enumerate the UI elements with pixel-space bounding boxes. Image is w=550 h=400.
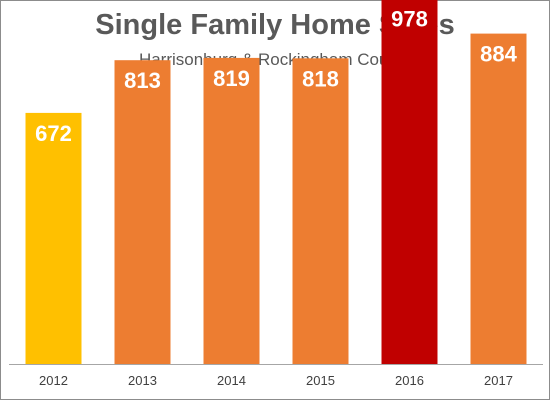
bar-2014	[203, 57, 260, 365]
bar-2012	[25, 112, 82, 365]
x-tick-label-2014: 2014	[217, 373, 246, 388]
x-tick-label-2013: 2013	[128, 373, 157, 388]
x-tick-label-group: 2012 2013 2014 2015 2016 2017	[39, 373, 513, 388]
value-label-2017: 884	[480, 42, 517, 67]
value-label-2014: 819	[213, 66, 250, 91]
value-label-2012: 672	[35, 121, 72, 146]
bar-2015	[292, 58, 349, 365]
bar-2017	[470, 33, 527, 364]
bar-group	[25, 0, 527, 365]
bar-2013	[114, 60, 171, 364]
value-label-2015: 818	[302, 66, 339, 91]
x-tick-label-2012: 2012	[39, 373, 68, 388]
x-tick-label-2015: 2015	[306, 373, 335, 388]
x-tick-label-2016: 2016	[395, 373, 424, 388]
bar-2016	[381, 0, 438, 364]
value-label-2013: 813	[124, 68, 161, 93]
x-tick-label-2017: 2017	[484, 373, 513, 388]
value-label-group: 672 813 819 818 978 884	[35, 7, 517, 146]
value-label-2016: 978	[391, 7, 428, 32]
